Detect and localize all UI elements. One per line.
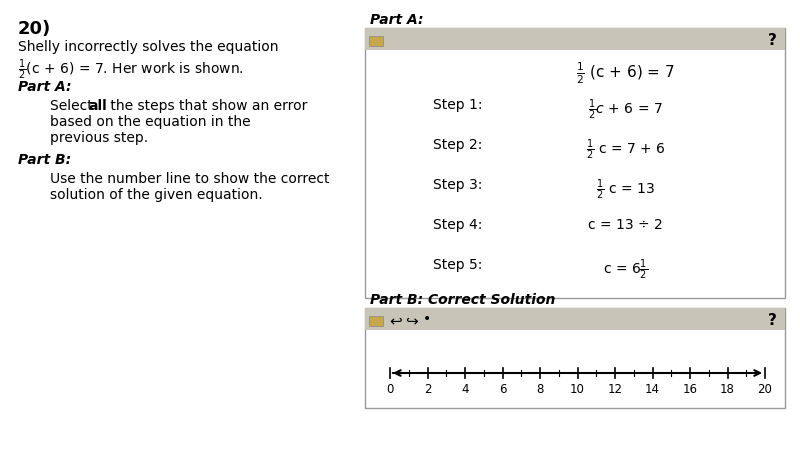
FancyBboxPatch shape <box>365 28 785 50</box>
Text: Step 2:: Step 2: <box>434 138 482 152</box>
Text: all: all <box>88 99 106 113</box>
Text: Use the number line to show the correct: Use the number line to show the correct <box>50 172 330 186</box>
Text: $\frac{1}{2}$ c = 7 + 6: $\frac{1}{2}$ c = 7 + 6 <box>586 138 666 163</box>
Text: based on the equation in the: based on the equation in the <box>50 115 250 129</box>
Text: $\frac{1}{2}$ c = 13: $\frac{1}{2}$ c = 13 <box>596 178 655 202</box>
Text: ↩: ↩ <box>389 313 402 328</box>
Text: ↪: ↪ <box>405 313 418 328</box>
Text: previous step.: previous step. <box>50 131 148 145</box>
Text: 4: 4 <box>462 383 469 396</box>
Text: 10: 10 <box>570 383 585 396</box>
Text: 18: 18 <box>720 383 735 396</box>
Text: the steps that show an error: the steps that show an error <box>106 99 307 113</box>
FancyBboxPatch shape <box>365 28 785 298</box>
Text: $\frac{1}{2}$(c + 6) = 7. Her work is shown.: $\frac{1}{2}$(c + 6) = 7. Her work is sh… <box>18 58 244 82</box>
FancyBboxPatch shape <box>369 316 383 326</box>
Text: c = 6$\frac{1}{2}$: c = 6$\frac{1}{2}$ <box>603 258 648 282</box>
Text: 0: 0 <box>386 383 394 396</box>
FancyBboxPatch shape <box>365 308 785 330</box>
Text: 12: 12 <box>607 383 622 396</box>
Text: Step 4:: Step 4: <box>434 218 482 232</box>
Text: Part A:: Part A: <box>370 13 423 27</box>
Text: ?: ? <box>768 33 777 48</box>
Text: 6: 6 <box>498 383 506 396</box>
Text: Step 5:: Step 5: <box>434 258 482 272</box>
Text: Shelly incorrectly solves the equation: Shelly incorrectly solves the equation <box>18 40 278 54</box>
Text: 8: 8 <box>536 383 544 396</box>
Text: Step 1:: Step 1: <box>433 98 482 112</box>
Text: 20): 20) <box>18 20 51 38</box>
Text: $\frac{1}{2}$$c$ + 6 = 7: $\frac{1}{2}$$c$ + 6 = 7 <box>588 98 663 122</box>
FancyBboxPatch shape <box>365 308 785 408</box>
Text: $\frac{1}{2}$ (c + 6) = 7: $\frac{1}{2}$ (c + 6) = 7 <box>576 60 675 86</box>
Text: solution of the given equation.: solution of the given equation. <box>50 188 262 202</box>
FancyBboxPatch shape <box>369 36 383 46</box>
Text: 16: 16 <box>682 383 698 396</box>
Text: 14: 14 <box>645 383 660 396</box>
Text: Select: Select <box>50 99 97 113</box>
Text: Step 3:: Step 3: <box>434 178 482 192</box>
Text: 20: 20 <box>758 383 773 396</box>
Text: 2: 2 <box>424 383 431 396</box>
Text: ?: ? <box>768 313 777 328</box>
Text: Part B: Correct Solution: Part B: Correct Solution <box>370 293 555 307</box>
Text: Part A:: Part A: <box>18 80 71 94</box>
Text: •: • <box>423 312 431 326</box>
Text: c = 13 ÷ 2: c = 13 ÷ 2 <box>588 218 662 232</box>
Text: Part B:: Part B: <box>18 153 71 167</box>
